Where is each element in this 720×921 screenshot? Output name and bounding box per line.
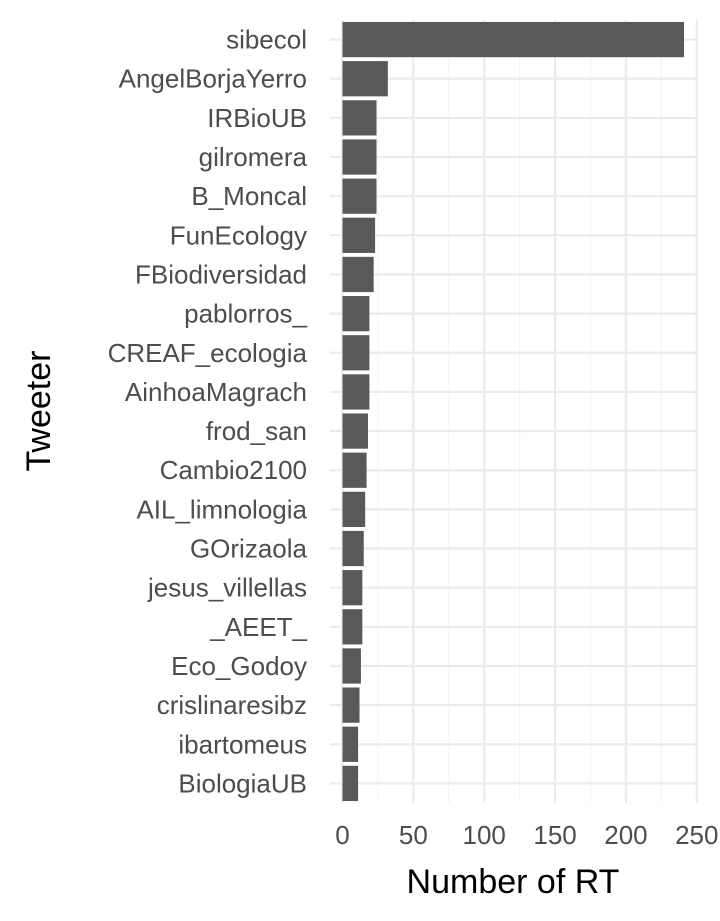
y-tick-labels: sibecol AngelBorjaYerro IRBioUB gilromera B_…: [108, 25, 308, 799]
y-tick-label: Eco_Godoy: [171, 651, 307, 681]
y-tick-label: IRBioUB: [207, 103, 307, 133]
y-tick-label: AngelBorjaYerro: [119, 64, 307, 94]
y-tick-label: BiologiaUB: [178, 768, 307, 798]
x-axis-title: Number of RT: [407, 863, 620, 901]
y-tick-label: crislinaresibz: [157, 690, 307, 720]
bar-AngelBorjaYerro: [342, 61, 388, 97]
y-tick-label: FunEcology: [170, 220, 307, 250]
bar-sibecol: [342, 21, 685, 58]
bar-crislinaresibz: [342, 687, 360, 723]
bar-FBiodiversidad: [342, 256, 374, 293]
y-tick-label: pablorros_: [184, 299, 307, 329]
y-tick-label: GOrizaola: [190, 534, 308, 564]
bar-BiologiaUB: [342, 765, 359, 802]
bar-Cambio2100: [342, 452, 367, 488]
bar-FunEcology: [342, 217, 376, 253]
bar-_AEET_: [342, 609, 363, 645]
bars: [342, 21, 685, 802]
x-tick-label: 50: [399, 820, 428, 850]
y-tick-label: _AEET_: [209, 612, 307, 642]
bar-AIL_limnologia: [342, 491, 366, 527]
y-tick-label: ibartomeus: [178, 729, 307, 759]
y-tick-label: gilromera: [199, 142, 308, 172]
bar-B_Moncal: [342, 178, 377, 214]
y-tick-label: B_Moncal: [191, 181, 307, 211]
x-tick-label: 250: [675, 820, 718, 850]
bar-jesus_villellas: [342, 570, 363, 606]
y-tick-label: sibecol: [226, 25, 307, 55]
bar-Eco_Godoy: [342, 648, 361, 684]
x-tick-label: 150: [533, 820, 576, 850]
bar-CREAF_ecologia: [342, 335, 370, 371]
x-tick-label: 100: [463, 820, 506, 850]
y-tick-label: jesus_villellas: [147, 573, 307, 603]
y-axis-title: Tweeter: [20, 351, 58, 472]
y-tick-label: frod_san: [206, 416, 307, 446]
bar-gilromera: [342, 139, 377, 175]
y-tick-label: AinhoaMagrach: [125, 377, 307, 407]
grid-lines: [330, 20, 698, 803]
y-tick-label: FBiodiversidad: [135, 259, 307, 289]
x-tick-label: 0: [335, 820, 349, 850]
bar-frod_san: [342, 413, 369, 449]
bar-ibartomeus: [342, 726, 359, 762]
y-tick-label: Cambio2100: [160, 455, 307, 485]
y-tick-label: AIL_limnologia: [136, 494, 307, 524]
x-tick-labels: 0 50 100 150 200 250: [335, 820, 718, 850]
bar-AinhoaMagrach: [342, 374, 370, 410]
y-tick-label: CREAF_ecologia: [108, 338, 308, 368]
bar-pablorros_: [342, 296, 370, 332]
x-tick-label: 200: [604, 820, 647, 850]
bar-IRBioUB: [342, 100, 377, 136]
bar-GOrizaola: [342, 530, 364, 567]
